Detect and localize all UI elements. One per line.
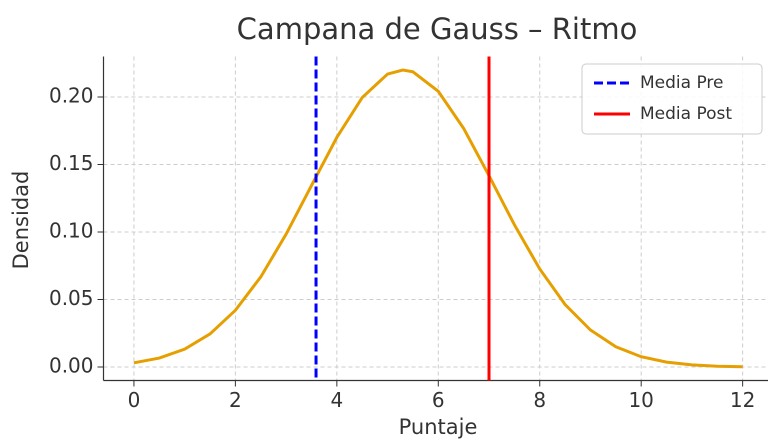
x-tick-label: 6	[432, 388, 445, 412]
x-tick-label: 12	[730, 388, 755, 412]
x-tick-label: 2	[229, 388, 242, 412]
y-tick-label: 0.05	[49, 286, 94, 310]
density-curve	[133, 68, 743, 369]
y-tick-label: 0.20	[49, 84, 94, 108]
x-tick-label: 10	[628, 388, 653, 412]
x-tick-label: 8	[533, 388, 546, 412]
legend-label: Media Pre	[640, 73, 724, 93]
x-tick-label: 0	[128, 388, 141, 412]
legend-label: Media Post	[640, 104, 732, 124]
y-tick-label: 0.10	[49, 219, 94, 243]
y-tick-label: 0.00	[49, 354, 94, 378]
x-axis-label: Puntaje	[399, 415, 478, 439]
x-tick-label: 4	[330, 388, 343, 412]
y-axis-label: Densidad	[9, 171, 33, 270]
chart-title: Campana de Gauss – Ritmo	[237, 12, 638, 46]
y-tick-label: 0.15	[49, 151, 94, 175]
